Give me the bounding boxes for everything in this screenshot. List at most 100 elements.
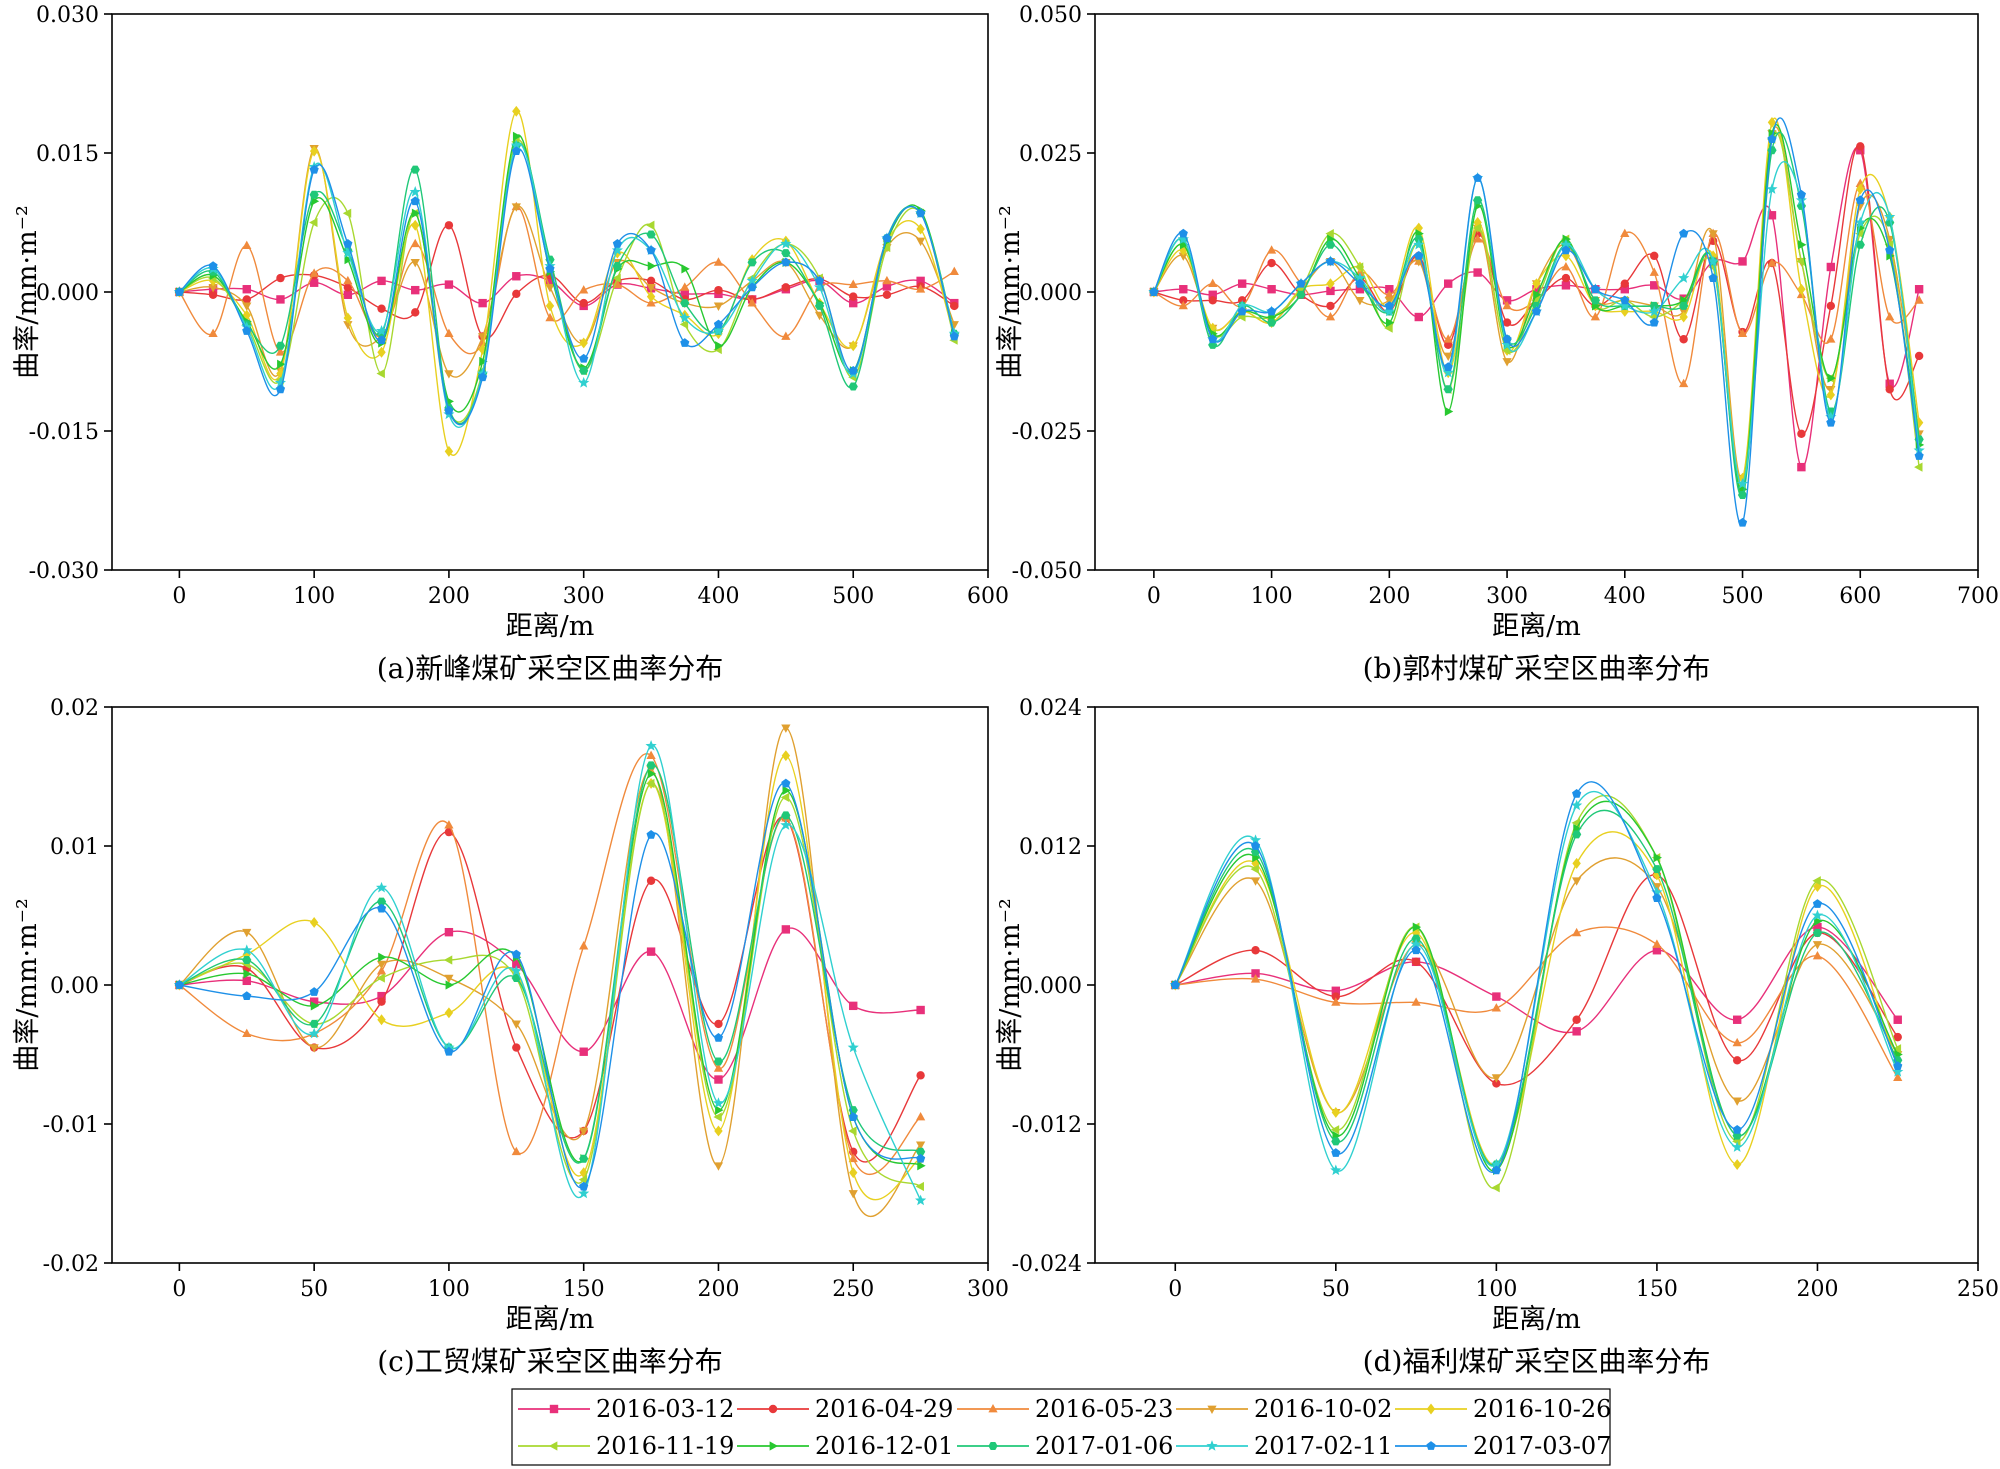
series-a-7 xyxy=(176,132,959,412)
data-point xyxy=(1738,257,1746,265)
series-c-10 xyxy=(175,779,925,1191)
data-point xyxy=(1491,1183,1499,1192)
data-point xyxy=(1355,297,1364,305)
x-tick-label-c: 250 xyxy=(832,1277,874,1302)
data-point xyxy=(1267,259,1275,267)
data-point xyxy=(849,292,857,300)
data-point xyxy=(1733,1125,1742,1134)
chart-panels: 0 100 200 300 400 500 600-0.030-0.0150.0000.01… xyxy=(12,3,1999,1378)
data-point xyxy=(546,300,554,311)
x-tick-label-c: 0 xyxy=(172,1277,186,1302)
y-tick-label-c: 0.02 xyxy=(50,696,99,721)
data-point xyxy=(916,1071,924,1079)
data-point xyxy=(343,239,352,248)
series-c-3 xyxy=(175,751,925,1175)
x-axis-title-b: 距离/m xyxy=(1492,611,1581,642)
data-point xyxy=(1492,992,1500,1000)
series-line xyxy=(179,754,920,1175)
y-axis-title-b: 曲率/mm·m⁻² xyxy=(995,205,1026,379)
series-a-8 xyxy=(175,142,959,424)
x-tick-label-d: 50 xyxy=(1322,1277,1350,1302)
series-a-4 xyxy=(175,145,959,379)
data-point xyxy=(950,267,959,275)
data-point xyxy=(916,1006,924,1014)
data-point xyxy=(411,239,420,247)
data-point xyxy=(579,1048,587,1056)
data-point xyxy=(242,929,251,937)
data-point xyxy=(1679,229,1688,238)
data-point xyxy=(916,1154,925,1163)
legend-marker xyxy=(550,1405,558,1413)
data-point xyxy=(344,291,352,299)
data-point xyxy=(647,947,655,955)
data-point xyxy=(310,279,318,287)
series-group-b xyxy=(1148,117,1924,527)
x-axis-title-c: 距离/m xyxy=(506,1304,595,1335)
panel-caption-b: (b)郭村煤矿采空区曲率分布 xyxy=(1363,652,1711,685)
series-b-8 xyxy=(1149,132,1924,499)
series-c-5 xyxy=(175,750,925,1200)
x-tick-label-a: 300 xyxy=(563,584,605,609)
y-tick-label-a: -0.030 xyxy=(29,559,99,584)
legend-label: 2016-10-02 xyxy=(1254,1395,1392,1423)
series-c-6 xyxy=(174,779,924,1191)
data-point xyxy=(1797,284,1805,295)
data-point xyxy=(714,1162,723,1170)
data-point xyxy=(1915,285,1923,293)
legend-label: 2016-03-12 xyxy=(596,1395,734,1423)
data-point xyxy=(243,285,251,293)
data-point xyxy=(512,1043,520,1051)
series-a-5 xyxy=(175,106,958,457)
data-point xyxy=(882,276,891,284)
data-point xyxy=(242,241,251,249)
x-tick-label-d: 250 xyxy=(1957,1277,1999,1302)
data-point xyxy=(1886,385,1894,393)
series-d-5 xyxy=(1171,832,1902,1170)
y-tick-label-b: 0.050 xyxy=(1019,3,1082,28)
chart-panel-c: 0 50 100 150 200 250 300-0.02-0.010.000.010.02… xyxy=(12,696,1009,1378)
panel-caption-d: (d)福利煤矿采空区曲率分布 xyxy=(1363,1345,1711,1378)
data-point xyxy=(1813,899,1822,908)
data-point xyxy=(1915,451,1924,460)
data-point xyxy=(411,166,420,174)
series-group-d xyxy=(1170,782,1904,1192)
data-point xyxy=(681,264,689,273)
data-point xyxy=(849,1167,857,1178)
data-point xyxy=(377,369,385,378)
data-point xyxy=(849,383,858,391)
data-point xyxy=(714,257,723,265)
x-tick-label-c: 150 xyxy=(563,1277,605,1302)
data-point xyxy=(1572,1027,1580,1035)
data-point xyxy=(645,740,656,751)
data-point xyxy=(478,299,486,307)
x-tick-label-d: 0 xyxy=(1168,1277,1182,1302)
y-tick-label-a: 0.000 xyxy=(36,281,99,306)
x-axis-title-d: 距离/m xyxy=(1492,1304,1581,1335)
data-point xyxy=(1652,893,1661,902)
data-point xyxy=(1415,313,1423,321)
data-point xyxy=(714,1020,722,1028)
panel-caption-a: (a)新峰煤矿采空区曲率分布 xyxy=(377,652,724,685)
data-point xyxy=(1652,939,1661,947)
data-point xyxy=(445,280,453,288)
data-point xyxy=(1650,252,1658,260)
data-point xyxy=(310,987,319,996)
data-point xyxy=(648,261,656,270)
data-point xyxy=(444,370,453,378)
data-point xyxy=(1267,307,1276,316)
y-axis-title-d: 曲率/mm·m⁻² xyxy=(995,898,1026,1072)
data-point xyxy=(1856,195,1865,204)
data-point xyxy=(1179,229,1188,238)
y-tick-label-d: 0.000 xyxy=(1019,974,1082,999)
x-tick-label-b: 400 xyxy=(1604,584,1646,609)
x-tick-label-c: 100 xyxy=(428,1277,470,1302)
data-point xyxy=(579,299,587,307)
x-tick-label-b: 500 xyxy=(1722,584,1764,609)
data-point xyxy=(377,904,386,913)
panel-caption-c: (c)工贸煤矿采空区曲率分布 xyxy=(377,1345,723,1378)
data-point xyxy=(1738,518,1747,527)
y-tick-label-a: 0.030 xyxy=(36,3,99,28)
x-tick-label-a: 100 xyxy=(293,584,335,609)
y-tick-label-c: -0.01 xyxy=(43,1113,99,1138)
data-point xyxy=(782,283,790,291)
